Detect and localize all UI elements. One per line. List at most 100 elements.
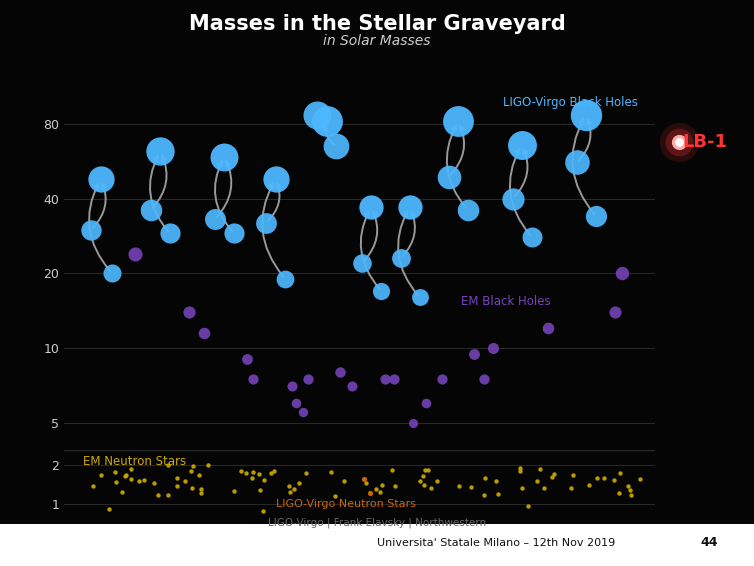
Point <box>388 375 400 384</box>
Point <box>346 382 359 391</box>
Point <box>247 375 259 384</box>
Point <box>546 472 558 481</box>
Point <box>283 482 295 491</box>
Point <box>453 482 465 491</box>
Point <box>443 172 455 181</box>
Point <box>419 465 431 474</box>
Point <box>513 464 526 473</box>
Point <box>330 142 342 151</box>
Point <box>590 473 602 482</box>
Point <box>673 137 685 146</box>
Point <box>615 269 627 278</box>
Point <box>479 474 491 483</box>
Point <box>490 477 502 486</box>
Point <box>516 140 528 149</box>
Point <box>414 476 426 485</box>
Point <box>286 382 298 391</box>
Point <box>290 398 302 408</box>
Point <box>246 473 258 482</box>
Text: LIGO-Virgo | Frank Elavsky | Northwestern: LIGO-Virgo | Frank Elavsky | Northwester… <box>268 518 486 529</box>
Point <box>567 471 579 480</box>
Point <box>241 469 253 478</box>
Point <box>507 194 519 203</box>
Point <box>109 467 121 476</box>
Point <box>145 205 157 215</box>
Point <box>125 465 137 474</box>
Point <box>452 117 464 126</box>
Point <box>293 478 305 487</box>
Point <box>85 225 97 234</box>
Point <box>133 477 145 486</box>
Point <box>388 481 400 490</box>
Text: Masses in the Stellar Graveyard: Masses in the Stellar Graveyard <box>188 14 566 34</box>
Point <box>253 469 265 478</box>
Point <box>149 478 161 487</box>
Text: 44: 44 <box>700 536 718 549</box>
Point <box>288 484 300 493</box>
Point <box>531 477 543 486</box>
Point <box>673 137 685 146</box>
Point <box>358 474 370 483</box>
Point <box>120 470 132 479</box>
Point <box>284 488 296 497</box>
Point <box>152 491 164 500</box>
Point <box>488 344 500 353</box>
Point <box>170 482 182 491</box>
Point <box>414 293 426 302</box>
Point <box>228 229 240 238</box>
Point <box>394 254 406 263</box>
Point <box>186 483 198 492</box>
Point <box>598 473 610 482</box>
Point <box>361 443 373 452</box>
Text: LB-1: LB-1 <box>682 132 728 151</box>
Point <box>258 475 270 484</box>
Point <box>228 486 240 495</box>
Point <box>365 203 377 212</box>
Point <box>374 487 386 496</box>
Point <box>565 484 577 493</box>
Point <box>260 218 272 227</box>
Point <box>103 504 115 513</box>
Point <box>125 475 137 484</box>
Point <box>198 328 210 337</box>
Point <box>526 233 538 242</box>
Point <box>265 469 277 478</box>
Point <box>311 110 323 119</box>
Point <box>209 215 221 224</box>
Point <box>436 375 448 384</box>
Point <box>673 137 685 146</box>
Point <box>279 275 291 284</box>
Point <box>268 467 280 476</box>
Point <box>202 461 214 470</box>
Point <box>386 466 398 475</box>
Point <box>613 488 625 498</box>
Point <box>425 483 437 492</box>
Point <box>624 486 636 495</box>
Point <box>94 174 106 183</box>
Point <box>418 480 430 489</box>
Point <box>379 375 391 384</box>
Point <box>548 470 560 479</box>
Point <box>128 249 140 258</box>
Point <box>609 307 621 316</box>
Point <box>571 158 583 167</box>
Point <box>161 461 173 470</box>
Point <box>164 229 176 238</box>
Point <box>300 469 312 478</box>
Point <box>247 468 259 477</box>
Point <box>608 475 620 484</box>
Point <box>185 466 197 475</box>
Point <box>324 468 336 477</box>
Point <box>320 117 333 126</box>
Point <box>624 490 636 499</box>
Point <box>356 259 368 268</box>
Text: LIGO-Virgo Black Holes: LIGO-Virgo Black Holes <box>503 96 638 109</box>
Text: EM Black Holes: EM Black Holes <box>461 295 551 308</box>
Point <box>580 110 592 119</box>
Point <box>492 490 504 499</box>
Point <box>542 324 554 333</box>
Point <box>162 490 174 499</box>
Text: LIGO-Virgo Neutron Stars: LIGO-Virgo Neutron Stars <box>276 499 416 508</box>
Point <box>535 465 547 474</box>
Text: Universita' Statale Milano – 12th Nov 2019: Universita' Statale Milano – 12th Nov 20… <box>377 538 615 548</box>
